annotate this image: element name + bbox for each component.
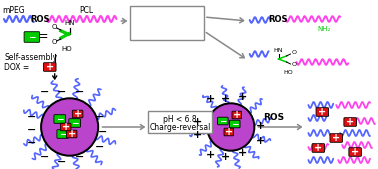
FancyBboxPatch shape <box>344 118 356 126</box>
Text: +: + <box>206 94 215 104</box>
Text: +: + <box>193 130 203 140</box>
Text: PCL: PCL <box>79 6 94 15</box>
Text: −: − <box>27 125 37 135</box>
FancyBboxPatch shape <box>130 6 204 40</box>
Text: +: + <box>74 109 82 119</box>
Text: −: − <box>28 33 36 42</box>
Text: O: O <box>291 63 296 67</box>
FancyBboxPatch shape <box>24 32 40 42</box>
Text: −: − <box>231 120 239 129</box>
FancyBboxPatch shape <box>316 108 328 116</box>
Text: =: = <box>37 30 48 43</box>
Text: −: − <box>40 87 50 97</box>
Text: DOX =: DOX = <box>4 63 29 71</box>
Text: −: − <box>57 157 67 167</box>
FancyBboxPatch shape <box>57 130 68 138</box>
FancyBboxPatch shape <box>67 130 77 138</box>
Text: +: + <box>238 148 247 158</box>
Text: +: + <box>62 122 70 132</box>
Text: −: − <box>75 87 84 97</box>
Text: ROS-sensitive: ROS-sensitive <box>139 29 195 38</box>
Text: pH < 6.8: pH < 6.8 <box>163 115 197 124</box>
Text: +: + <box>46 62 54 72</box>
Text: +: + <box>332 133 340 143</box>
Text: Hydrolysis: Hydrolysis <box>146 19 188 29</box>
Text: O: O <box>291 51 296 55</box>
FancyBboxPatch shape <box>224 128 234 136</box>
Text: +: + <box>314 143 322 153</box>
FancyBboxPatch shape <box>312 144 325 152</box>
Text: −: − <box>98 127 107 137</box>
Text: +: + <box>233 110 241 120</box>
Text: O: O <box>51 39 57 45</box>
FancyBboxPatch shape <box>218 117 228 125</box>
FancyBboxPatch shape <box>43 63 56 71</box>
Text: HN: HN <box>274 48 283 53</box>
FancyBboxPatch shape <box>232 111 242 119</box>
Text: Self-assembly: Self-assembly <box>4 53 57 62</box>
Text: +: + <box>318 107 326 117</box>
Text: Charge-reversal: Charge-reversal <box>149 123 211 131</box>
Text: +: + <box>221 152 231 162</box>
Text: +: + <box>225 127 233 137</box>
FancyBboxPatch shape <box>330 134 342 142</box>
FancyBboxPatch shape <box>69 119 81 127</box>
FancyBboxPatch shape <box>148 111 212 133</box>
FancyBboxPatch shape <box>72 110 83 118</box>
FancyBboxPatch shape <box>60 123 71 131</box>
Text: −: − <box>95 142 104 152</box>
Text: −: − <box>27 138 37 148</box>
Text: HO: HO <box>61 46 72 52</box>
Text: +: + <box>221 94 231 104</box>
Text: HO: HO <box>284 70 293 75</box>
Text: ROS: ROS <box>30 15 50 23</box>
Text: −: − <box>59 130 67 139</box>
Text: −: − <box>75 152 84 162</box>
Text: +: + <box>256 121 265 131</box>
Text: +: + <box>346 117 354 127</box>
Text: −: − <box>56 115 64 124</box>
Text: +: + <box>351 147 359 157</box>
Circle shape <box>43 100 96 154</box>
Text: −: − <box>71 119 78 128</box>
Text: −: − <box>219 117 226 126</box>
Circle shape <box>41 98 99 156</box>
Text: +: + <box>256 136 265 146</box>
Text: −: − <box>40 152 50 162</box>
Text: ROS: ROS <box>263 114 284 123</box>
Text: +: + <box>206 150 215 160</box>
Text: O: O <box>51 24 57 30</box>
FancyBboxPatch shape <box>349 148 361 156</box>
Text: +: + <box>193 117 203 127</box>
Text: −: − <box>27 112 37 122</box>
Circle shape <box>207 103 255 151</box>
Text: HN: HN <box>64 20 75 26</box>
Text: mPEG: mPEG <box>3 6 25 15</box>
Text: pH < 6.8: pH < 6.8 <box>150 10 185 19</box>
Text: −: − <box>95 112 104 122</box>
Text: −: − <box>57 87 67 97</box>
Circle shape <box>209 105 253 149</box>
FancyBboxPatch shape <box>229 120 240 128</box>
Text: +: + <box>238 92 247 102</box>
FancyBboxPatch shape <box>54 115 65 123</box>
Text: NH₂: NH₂ <box>318 26 331 32</box>
Text: +: + <box>68 129 76 139</box>
Text: ROS: ROS <box>268 16 287 25</box>
